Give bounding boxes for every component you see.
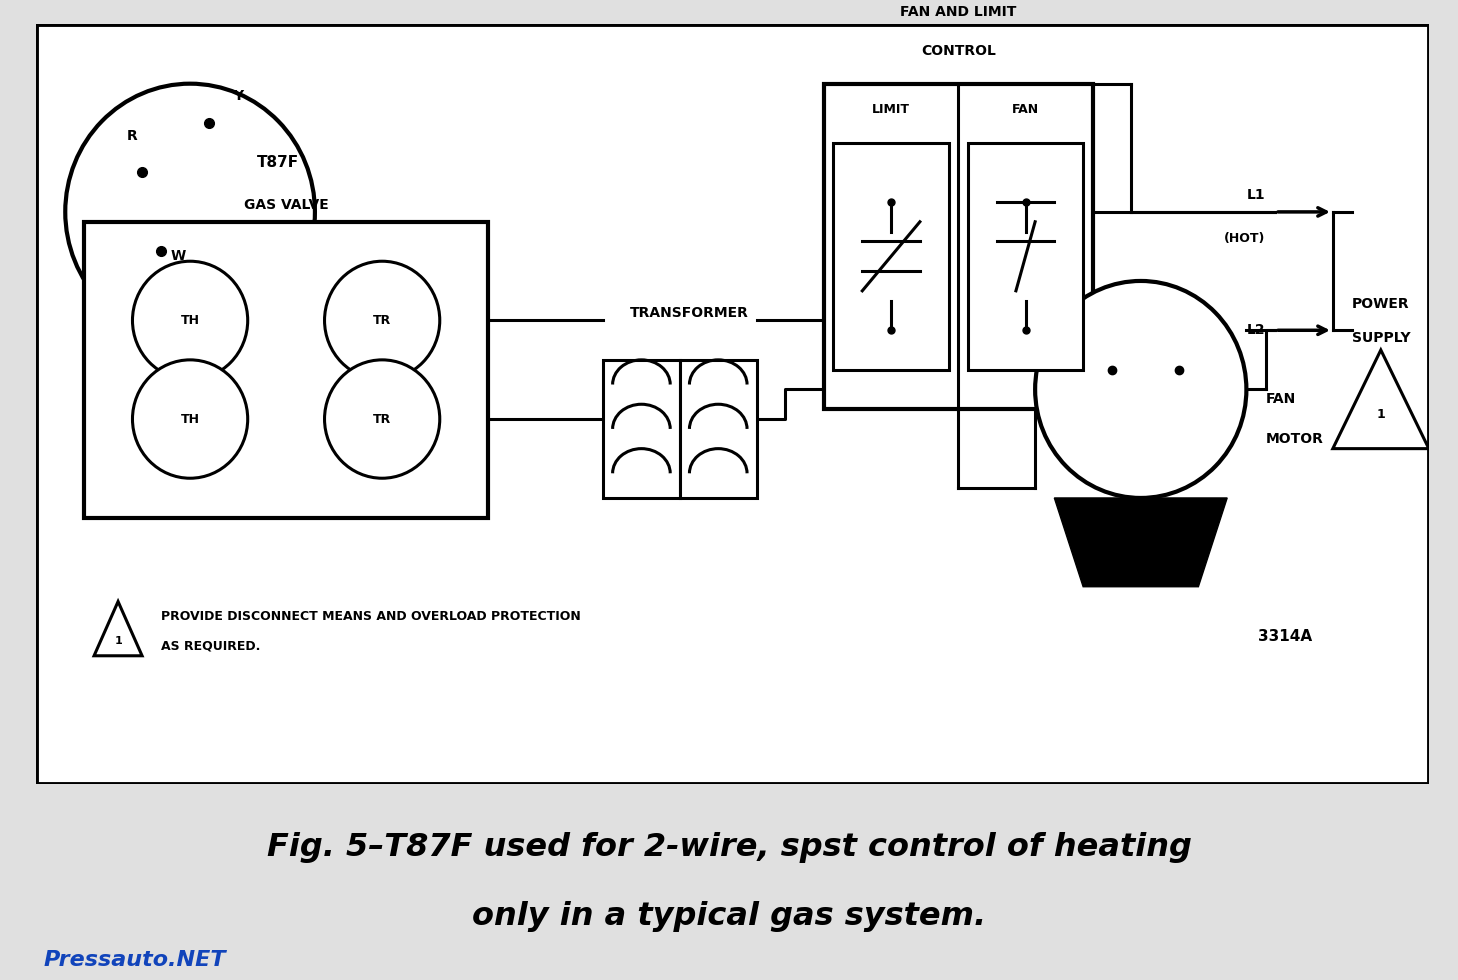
Text: only in a typical gas system.: only in a typical gas system.	[472, 901, 986, 932]
Text: AS REQUIRED.: AS REQUIRED.	[162, 639, 261, 653]
Text: 3314A: 3314A	[1258, 628, 1312, 644]
Polygon shape	[1054, 498, 1228, 587]
Text: GAS VALVE: GAS VALVE	[243, 198, 328, 212]
Text: (HOT): (HOT)	[1225, 231, 1266, 245]
Circle shape	[133, 360, 248, 478]
Text: TR: TR	[373, 314, 391, 327]
Circle shape	[1035, 281, 1247, 498]
Text: TRANSFORMER: TRANSFORMER	[630, 307, 749, 320]
Text: W: W	[171, 249, 187, 264]
Text: FAN: FAN	[1266, 392, 1296, 407]
Text: 1: 1	[1376, 408, 1385, 420]
Text: R: R	[127, 128, 139, 143]
Bar	[85, 221, 488, 517]
Bar	[968, 143, 1083, 369]
Bar	[824, 83, 1092, 410]
Text: TR: TR	[373, 413, 391, 425]
Bar	[834, 143, 949, 369]
Bar	[679, 360, 757, 498]
Text: SUPPLY: SUPPLY	[1352, 331, 1410, 345]
Text: Y: Y	[233, 89, 243, 104]
Text: L1: L1	[1247, 188, 1266, 202]
Circle shape	[66, 83, 315, 340]
Text: LIMIT: LIMIT	[872, 104, 910, 117]
Text: TH: TH	[181, 314, 200, 327]
Text: MOTOR: MOTOR	[1266, 432, 1324, 446]
Circle shape	[133, 262, 248, 379]
Text: Pressauto.NET: Pressauto.NET	[44, 951, 226, 970]
Text: L2: L2	[1247, 323, 1266, 337]
Text: PROVIDE DISCONNECT MEANS AND OVERLOAD PROTECTION: PROVIDE DISCONNECT MEANS AND OVERLOAD PR…	[162, 610, 582, 623]
Text: CONTROL: CONTROL	[921, 44, 996, 58]
Text: 1: 1	[114, 636, 122, 646]
Text: TH: TH	[181, 413, 200, 425]
Text: Fig. 5–T87F used for 2-wire, spst control of heating: Fig. 5–T87F used for 2-wire, spst contro…	[267, 832, 1191, 863]
Bar	[604, 360, 679, 498]
Text: FAN: FAN	[1012, 104, 1040, 117]
Text: T87F: T87F	[257, 155, 299, 171]
Text: POWER: POWER	[1352, 297, 1410, 311]
Circle shape	[325, 262, 440, 379]
Circle shape	[325, 360, 440, 478]
Text: FAN AND LIMIT: FAN AND LIMIT	[900, 5, 1016, 19]
